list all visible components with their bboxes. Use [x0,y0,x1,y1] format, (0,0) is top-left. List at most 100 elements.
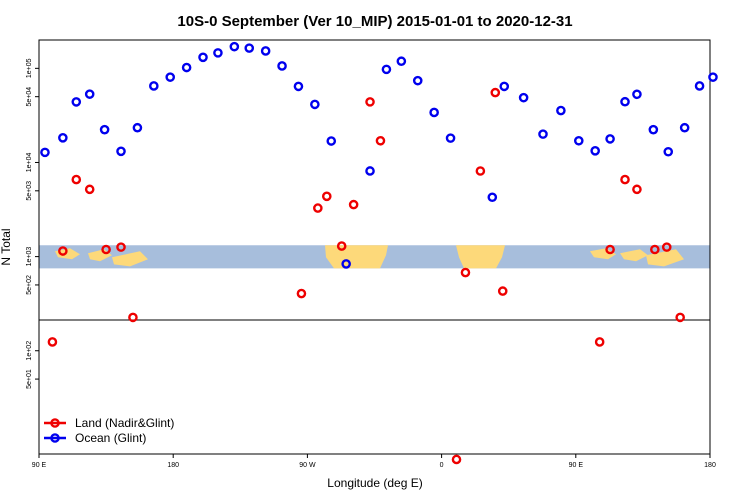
land-shape [620,249,648,262]
ocean-point [396,56,407,67]
ocean-point [132,122,143,133]
y-axis-label: N Total [0,228,13,265]
ocean-point [605,134,615,144]
ocean-point [277,61,287,71]
ocean-point [556,105,566,116]
legend-marker-ocean [50,433,60,443]
x-tick-label: 180 [167,462,179,469]
x-tick-label: 90 E [569,462,584,469]
land-point [47,337,58,347]
x-tick-label: 90 W [299,462,316,469]
ocean-point [149,81,159,91]
ocean-point [499,81,510,92]
y-tick-label: 1e+05 [26,58,33,78]
chart-title: 10S-0 September (Ver 10_MIP) 2015-01-01 … [177,13,572,30]
x-tick-label: 0 [440,462,444,469]
land-point [605,244,615,255]
ocean-point [165,72,176,82]
land-point [321,191,332,202]
ocean-point [84,89,95,99]
legend: Land (Nadir&Glint) Ocean (Glint) [44,416,174,445]
ocean-point [260,46,271,56]
land-shape [590,248,616,260]
land-shape [325,245,388,269]
y-tick-label: 5e+04 [26,87,33,107]
ocean-point [293,81,304,92]
ocean-point [573,135,584,146]
ocean-point [198,52,208,63]
ocean-point [694,81,705,91]
ocean-point [620,96,630,107]
y-tick-label: 5e+02 [26,275,33,295]
land-point [497,286,508,296]
y-tick-label: 1e+02 [26,341,33,361]
legend-marker-land [50,418,60,428]
land-point [632,184,642,195]
y-tick-label: 5e+01 [26,369,33,389]
legend-item-ocean: Ocean (Glint) [44,431,146,445]
land-point [650,244,660,255]
ocean-point [341,259,351,269]
land-point [84,184,95,195]
land-point [336,241,347,251]
ocean-point [181,62,192,73]
land-point [58,246,68,256]
ocean-point [310,99,320,110]
ocean-point [648,124,659,135]
land-point [296,288,307,299]
ocean-point [708,72,718,82]
ocean-point [229,41,240,52]
ocean-point [40,147,50,158]
background-map-band [39,245,710,269]
land-shape [55,248,80,260]
ocean-point [58,133,68,143]
land-point [475,166,486,176]
land-point [128,312,138,323]
ocean-point [213,48,223,58]
ocean-point [381,64,392,75]
ocean-point [632,89,642,100]
data-points [40,41,718,465]
y-tick-label: 1e+03 [26,247,33,267]
ocean-point [326,136,337,146]
y-axis: 5e+01 1e+02 5e+02 1e+03 5e+03 1e+04 5e+04 1e+05 [26,58,39,389]
ocean-point [538,129,548,139]
ocean-point [412,75,423,86]
ocean-point [590,146,600,156]
ocean-point [116,146,126,157]
land-point [375,135,386,146]
land-point [348,199,359,210]
x-tick-label: 90 E [32,462,47,469]
land-point [594,337,605,347]
ocean-point [679,122,690,133]
ocean-point [429,107,439,118]
land-point [661,242,672,252]
land-point [313,203,323,213]
land-point [71,174,82,185]
land-point [490,87,501,98]
land-shape [112,251,148,267]
land-point [365,97,375,107]
ocean-point [663,146,674,157]
land-point [101,244,111,255]
legend-label-land: Land (Nadir&Glint) [75,416,174,430]
ocean-point [365,166,375,176]
y-tick-label: 5e+03 [26,181,33,201]
land-point [620,174,630,185]
land-point [460,267,471,278]
y-tick-label: 1e+04 [26,153,33,173]
land-point [675,312,685,323]
ocean-point [71,97,82,107]
ocean-point [445,133,456,143]
ocean-point [99,124,110,135]
ocean-point [244,43,255,53]
land-point [451,454,462,465]
land-point [116,242,126,252]
x-axis-label: Longitude (deg E) [327,476,422,490]
land-shape [456,245,505,269]
legend-label-ocean: Ocean (Glint) [75,431,146,445]
plot-frame [38,39,711,455]
ocean-point [487,192,498,203]
x-axis: 90 E 180 90 W 0 90 E 180 [32,454,716,469]
